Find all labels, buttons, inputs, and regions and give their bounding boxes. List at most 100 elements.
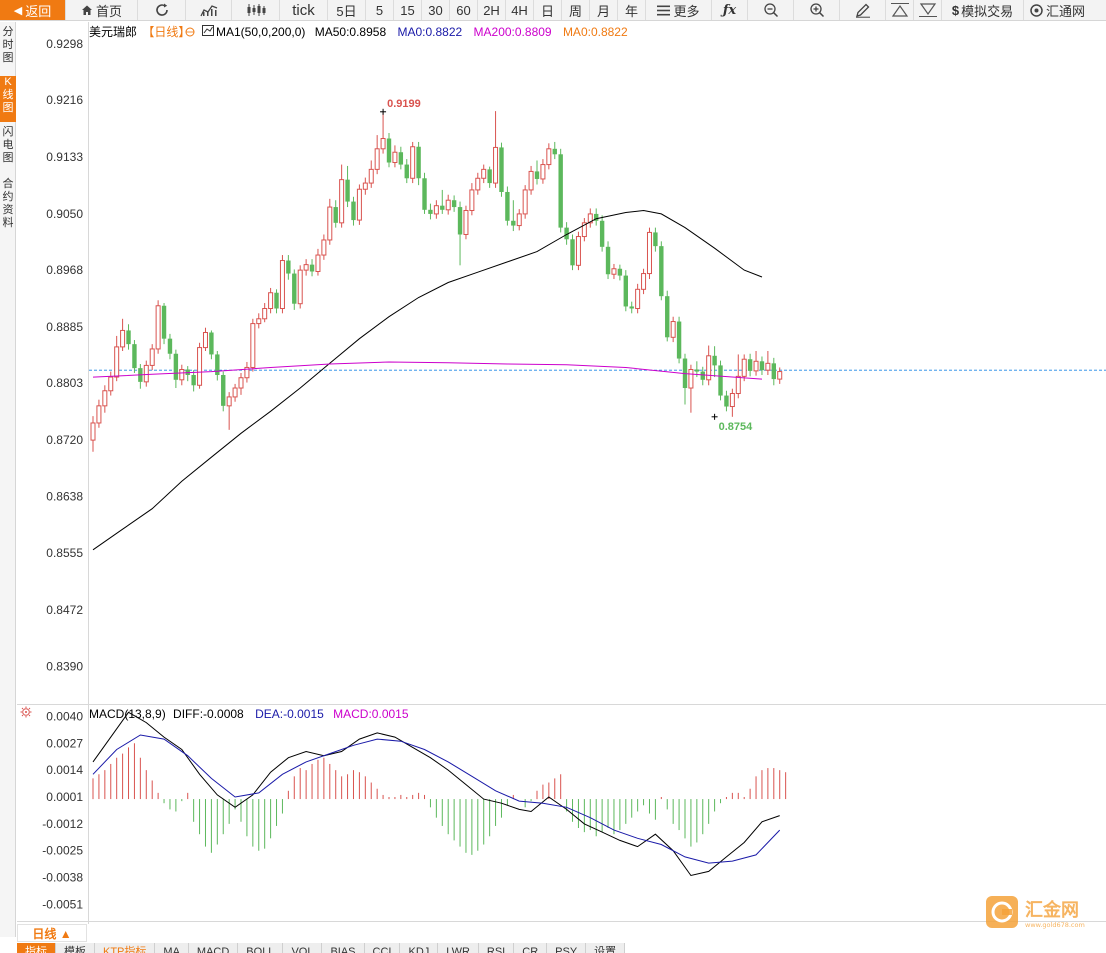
indicator-tabs: 指标 模板 KTP指标 MA MACD BOLL VOL BIAS CCI KDJ LWR RSI CR… (17, 943, 626, 953)
period-year[interactable]: 年 (618, 0, 646, 20)
candle-body-up (410, 146, 416, 179)
candle-body-up (102, 390, 108, 407)
indicator-tab-6[interactable]: VOL (283, 943, 323, 953)
huitong-button[interactable]: 汇通网 (1024, 0, 1085, 20)
candle-body-up (587, 213, 593, 224)
period-tick[interactable]: tick (280, 0, 328, 20)
macd-tick-label: -0.0012 (42, 817, 83, 831)
tab-flash[interactable]: 闪电图 (2, 126, 14, 164)
indicator-tab-12[interactable]: CR (514, 943, 548, 953)
zoom-in-icon (809, 2, 825, 18)
candle-body-down (126, 330, 131, 345)
tab-contract[interactable]: 合约资料 (2, 178, 14, 229)
tab-kline[interactable]: K线图 (0, 76, 16, 122)
candle-body-up (646, 231, 652, 275)
period-30m[interactable]: 30 (422, 0, 450, 20)
chart-area[interactable]: 美元瑞郎 【日线】 MA1(50,0,200,0) MA50:0.8958 MA… (17, 22, 1106, 924)
home-button[interactable]: 首页 (66, 0, 138, 20)
chart-type-candle-button[interactable] (232, 0, 280, 20)
indicator-tab-0[interactable]: 指标 (17, 943, 56, 953)
indicator-tab-9[interactable]: KDJ (400, 943, 439, 953)
more-button[interactable]: 更多 (646, 0, 712, 20)
zoom-in-button[interactable] (794, 0, 840, 20)
indicator-tab-10[interactable]: LWR (438, 943, 479, 953)
macd-tick-label: 0.0040 (46, 709, 83, 723)
candle-body-up (202, 331, 208, 349)
candle-body-up (197, 347, 203, 386)
candle-body-down (292, 273, 297, 304)
candle-body-down (694, 369, 700, 372)
candle-body-down (345, 179, 350, 202)
indicator-tab-11[interactable]: RSI (478, 943, 515, 953)
candle-body-up (179, 369, 185, 381)
triangle-down-button[interactable] (914, 0, 942, 20)
back-button[interactable]: ◀ 返回 (0, 0, 66, 20)
candle-body-down (333, 207, 338, 223)
ma50-line (92, 209, 763, 551)
period-5d[interactable]: 5日 (328, 0, 366, 20)
candle-body-up (753, 360, 759, 372)
indicator-tab-14[interactable]: 设置 (586, 943, 626, 953)
candle-body-up (581, 222, 587, 238)
indicator-tab-13[interactable]: PSY (547, 943, 587, 953)
candle-body-up (368, 168, 374, 184)
home-icon (81, 4, 93, 16)
period-week[interactable]: 周 (562, 0, 590, 20)
period-60m[interactable]: 60 (450, 0, 478, 20)
candle-body-up (262, 308, 268, 320)
back-arrow-icon: ◀ (13, 4, 23, 17)
period-4h[interactable]: 4H (506, 0, 534, 20)
indicator-tab-1[interactable]: 模板 (56, 943, 95, 953)
candle-body-down (132, 344, 137, 369)
candle-body-up (516, 213, 522, 227)
period-month[interactable]: 月 (590, 0, 618, 20)
refresh-button[interactable] (138, 0, 186, 20)
indicator-tab-3[interactable]: MA (155, 943, 189, 953)
svg-text:MA1(50,0,200,0) MA50:0.895: MA1(50,0,200,0) MA50:0.8958 MA0:0.8822 M… (216, 25, 628, 39)
draw-button[interactable] (840, 0, 886, 20)
indicator-tab-5[interactable]: BOLL (238, 943, 284, 953)
sim-trade-button[interactable]: $ 模拟交易 (942, 0, 1024, 20)
macd-settings-icon[interactable] (20, 706, 32, 718)
candle-body-up (96, 405, 102, 424)
period-2h[interactable]: 2H (478, 0, 506, 20)
period-15m[interactable]: 15 (394, 0, 422, 20)
triangle-up-icon (890, 2, 910, 18)
candlestick-icon (246, 3, 266, 17)
period-selector-button[interactable]: 日线 ▲ (17, 924, 87, 942)
candle-body-up (279, 260, 285, 310)
indicator-tab-7[interactable]: BIAS (322, 943, 365, 953)
candle-body-up (380, 138, 386, 150)
indicator-tab-8[interactable]: CCI (364, 943, 401, 953)
candle-body-up (729, 393, 735, 408)
zoom-out-button[interactable] (748, 0, 794, 20)
candle-body-up (339, 179, 345, 224)
candle-body-down (665, 296, 670, 338)
indicator-tab-2[interactable]: KTP指标 (95, 943, 156, 953)
diff-line (92, 711, 780, 877)
price-tick-label: 0.8555 (46, 546, 83, 560)
candle-body-down (451, 200, 457, 208)
huitong-logo-icon (1030, 3, 1043, 17)
symbol-label: 美元瑞郎 (89, 25, 137, 39)
chart-type-bar-button[interactable] (186, 0, 232, 20)
price-tick-label: 0.8803 (46, 376, 83, 390)
dea-label: DEA:-0.0015 (255, 707, 324, 721)
period-5m[interactable]: 5 (366, 0, 394, 20)
dollar-icon: $ (951, 2, 960, 18)
candle-body-down (700, 371, 705, 380)
candle-body-up (356, 188, 362, 221)
price-tick-label: 0.8472 (46, 603, 83, 617)
indicator-tab-4[interactable]: MACD (188, 943, 239, 953)
function-button[interactable]: ƒx (712, 0, 748, 20)
triangle-up-button[interactable] (886, 0, 914, 20)
candle-body-down (351, 201, 356, 221)
candle-body-up (575, 236, 581, 266)
candle-body-down (629, 306, 634, 309)
ma200-line (92, 361, 763, 380)
candle-body-down (286, 260, 291, 274)
high-price-label: 0.9199 (387, 98, 421, 110)
candle-body-up (475, 177, 481, 191)
period-day[interactable]: 日 (534, 0, 562, 20)
tab-fenshi[interactable]: 分时图 (2, 26, 14, 64)
